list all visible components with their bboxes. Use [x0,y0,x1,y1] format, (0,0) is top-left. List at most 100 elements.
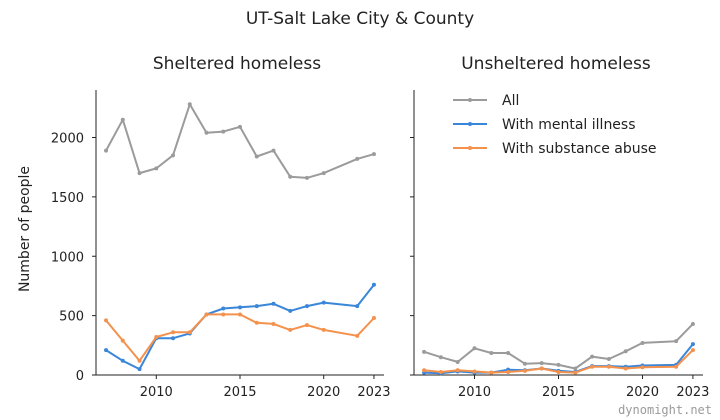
y-axis-label: Number of people [17,166,33,292]
data-point-with-substance-abuse [472,369,477,374]
data-point-with-substance-abuse [238,312,242,317]
legend-item-all: All [453,93,519,109]
data-point-with-mental-illness [304,304,309,309]
data-point-all [539,361,544,366]
data-point-with-substance-abuse [321,327,326,332]
data-point-with-substance-abuse [288,327,293,332]
y-tick-label: 2000 [51,132,84,147]
data-point-with-mental-illness [221,306,226,311]
legend-marker [468,146,472,150]
data-point-all [221,129,226,134]
data-point-all [254,154,259,159]
x-tick-label: 2010 [140,385,173,400]
watermark: dynomight.net [618,403,712,417]
data-point-with-substance-abuse [556,370,561,375]
data-point-with-substance-abuse [590,364,595,369]
data-point-all [154,166,159,171]
series-line-with-substance-abuse [423,349,694,374]
x-tick-label: 2020 [307,385,340,400]
legend: All With mental illness With substance abu… [453,93,657,157]
x-tick-label: 2023 [357,385,390,400]
data-point-with-substance-abuse [489,370,494,375]
data-point-with-substance-abuse [154,335,159,339]
data-point-with-mental-illness [137,367,142,372]
data-point-with-substance-abuse [104,318,109,323]
data-point-with-mental-illness [321,300,326,305]
data-point-with-substance-abuse [204,312,209,317]
data-point-all [137,171,142,176]
data-point-with-mental-illness [690,342,695,347]
x-tick-label: 2023 [676,385,709,400]
x-tick-label: 2015 [223,385,256,400]
data-point-all [472,346,477,351]
series-line-all [423,323,694,370]
series-line-with-mental-illness [105,284,375,371]
y-tick-label: 0 [76,369,84,384]
data-point-with-substance-abuse [455,368,460,373]
data-point-all [104,148,109,153]
data-point-with-mental-illness [288,308,293,313]
series-line-all [105,103,375,179]
legend-label: With substance abuse [502,141,657,157]
data-point-all [556,362,561,367]
data-point-all [623,349,628,354]
data-point-with-substance-abuse [438,370,443,375]
y-tick-label: 1500 [51,191,84,206]
data-point-all [321,171,326,176]
data-point-all [304,175,309,180]
panel-sheltered: Sheltered homeless 0 500 1000 1500 2000 2010 2… [51,54,391,400]
data-point-with-substance-abuse [674,364,679,369]
y-tick-label: 1000 [51,250,84,265]
data-point-all [606,356,611,361]
data-point-with-substance-abuse [355,333,360,338]
panel-title-sheltered: Sheltered homeless [153,54,321,74]
data-point-all [455,359,460,364]
data-point-all [690,321,695,326]
data-point-with-substance-abuse [271,321,276,326]
data-point-all [171,153,176,158]
data-point-all [438,355,443,360]
data-point-all [371,152,376,157]
data-point-with-substance-abuse [522,368,527,373]
data-point-with-mental-illness [171,336,176,341]
data-point-with-substance-abuse [187,330,192,335]
data-point-with-substance-abuse [539,366,544,371]
legend-label: All [502,93,519,109]
data-point-all [506,351,511,356]
figure-title: UT-Salt Lake City & County [246,9,474,29]
data-point-with-mental-illness [271,301,276,306]
data-point-with-mental-illness [120,358,125,363]
data-point-with-substance-abuse [506,370,511,375]
data-point-all [204,130,209,135]
data-point-with-substance-abuse [221,312,226,317]
data-point-with-substance-abuse [371,316,376,320]
data-point-with-mental-illness [104,348,109,353]
data-point-with-mental-illness [371,282,376,287]
data-point-all [590,354,595,359]
data-point-with-mental-illness [254,304,259,309]
data-point-all [640,340,645,345]
data-point-with-substance-abuse [640,365,645,370]
data-point-all [187,102,192,107]
x-tick-label: 2015 [542,385,575,400]
data-point-with-mental-illness [355,304,360,309]
data-point-with-substance-abuse [137,358,142,363]
data-point-with-substance-abuse [690,348,695,353]
data-point-with-substance-abuse [254,320,259,325]
legend-item-with-substance-abuse: With substance abuse [453,141,657,157]
data-point-all [573,366,578,371]
panel-title-unsheltered: Unsheltered homeless [461,54,651,74]
data-point-all [288,174,293,179]
y-tick-label: 500 [59,310,84,325]
legend-label: With mental illness [502,117,636,133]
data-point-with-substance-abuse [171,330,176,335]
data-point-with-substance-abuse [120,338,125,343]
x-tick-label: 2010 [458,385,491,400]
legend-marker [468,122,472,126]
data-point-all [271,148,276,153]
data-point-all [355,156,360,161]
panel-unsheltered: Unsheltered homeless 2010 2015 2020 2023 [410,54,709,400]
data-point-all [238,124,242,129]
data-point-all [674,339,679,344]
